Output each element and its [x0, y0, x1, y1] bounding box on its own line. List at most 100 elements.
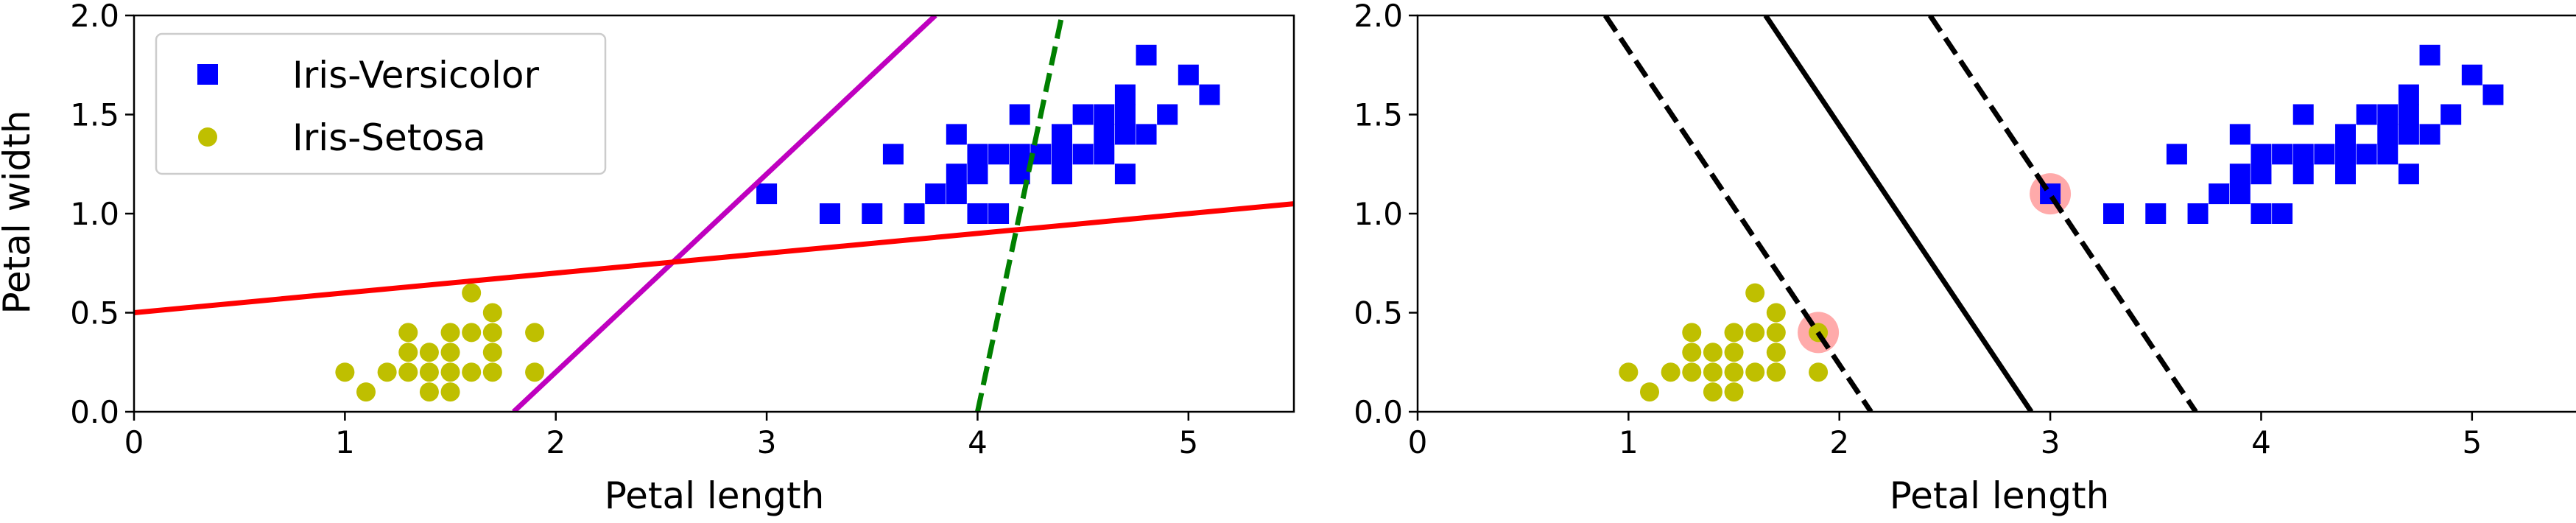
x-tick-label: 5	[2462, 424, 2482, 460]
versicolor-point	[2398, 84, 2419, 105]
versicolor-point	[1199, 84, 1220, 105]
versicolor-point	[946, 164, 967, 185]
legend-label: Iris-Setosa	[292, 116, 486, 159]
versicolor-point	[2398, 164, 2419, 185]
versicolor-point	[2419, 44, 2440, 66]
legend-label: Iris-Versicolor	[292, 54, 540, 96]
left-chart: Petal width Petal length 0 1 2 3 4 5 0.0 0.5 1.0…	[0, 0, 1295, 517]
setosa-point	[440, 323, 460, 343]
versicolor-point	[1009, 144, 1030, 165]
setosa-point	[1724, 362, 1744, 382]
x-tick-label: 1	[1619, 424, 1639, 460]
setosa-point	[335, 362, 355, 382]
legend-marker-versicolor	[197, 64, 218, 85]
versicolor-point	[2440, 104, 2462, 125]
versicolor-point	[1072, 144, 1094, 165]
versicolor-point	[2419, 124, 2440, 145]
setosa-point	[462, 362, 482, 382]
y-tick-label: 1.0	[1354, 196, 1403, 232]
versicolor-point	[1114, 84, 1136, 105]
versicolor-point	[904, 203, 925, 224]
versicolor-point	[2272, 203, 2293, 224]
legend-marker-setosa	[198, 127, 217, 147]
x-axis-label: Petal length	[605, 474, 825, 517]
versicolor-point	[2482, 84, 2504, 105]
versicolor-point	[2251, 203, 2272, 224]
versicolor-point	[2461, 64, 2482, 85]
setosa-point	[1724, 343, 1744, 362]
setosa-point	[1703, 343, 1722, 362]
setosa-point	[462, 283, 482, 303]
versicolor-point	[988, 144, 1010, 165]
y-tick-label: 0.0	[1354, 394, 1403, 430]
setosa-point	[1640, 382, 1659, 402]
versicolor-point	[2229, 183, 2251, 205]
versicolor-point	[1114, 124, 1136, 145]
boundary-line	[512, 15, 937, 412]
setosa-point	[482, 323, 502, 343]
setosa-point	[1661, 362, 1681, 382]
versicolor-point	[2166, 144, 2187, 165]
y-tick-label: 0.0	[70, 394, 119, 430]
versicolor-point	[1136, 44, 1157, 66]
right-chart: Petal length 0 1 2 3 4 5 0.0 0.5 1.0 1.5 2.0	[1354, 0, 2576, 517]
versicolor-point	[946, 124, 967, 145]
x-tick-label: 3	[757, 424, 777, 460]
versicolor-point	[882, 144, 904, 165]
versicolor-point	[2292, 144, 2314, 165]
versicolor-point	[2335, 164, 2356, 185]
x-tick-label: 2	[1829, 424, 1849, 460]
versicolor-point	[862, 203, 883, 224]
boundary-line	[1763, 15, 2034, 412]
versicolor-point	[1157, 104, 1178, 125]
versicolor-point	[1094, 104, 1115, 125]
x-tick-label: 3	[2041, 424, 2061, 460]
versicolor-point	[2292, 164, 2314, 185]
axes-frame	[1416, 14, 2576, 413]
setosa-point	[1809, 362, 1829, 382]
versicolor-point	[988, 203, 1010, 224]
versicolor-point	[1052, 164, 1072, 185]
x-tick-label: 4	[968, 424, 988, 460]
y-tick-label: 0.5	[1354, 295, 1403, 331]
setosa-point	[1619, 362, 1639, 382]
versicolor-point	[2292, 104, 2314, 125]
setosa-point	[1745, 362, 1765, 382]
setosa-point	[1766, 343, 1786, 362]
versicolor-point	[946, 183, 967, 205]
versicolor-point	[2251, 144, 2272, 165]
x-tick-label: 4	[2251, 424, 2271, 460]
versicolor-point	[2356, 104, 2377, 125]
versicolor-point	[2103, 203, 2124, 224]
versicolor-point	[1114, 104, 1136, 125]
y-tick-label: 2.0	[1354, 0, 1403, 34]
versicolor-point	[1052, 124, 1072, 145]
versicolor-point	[967, 203, 988, 224]
y-tick-label: 1.0	[70, 196, 119, 232]
y-tick-label: 1.5	[1354, 97, 1403, 133]
x-tick-label: 0	[1408, 424, 1428, 460]
plot-area	[1602, 15, 2504, 412]
y-axis-label: Petal width	[0, 110, 38, 315]
setosa-point	[525, 323, 545, 343]
setosa-point	[419, 362, 439, 382]
versicolor-point	[925, 183, 946, 205]
dashed-boundary-line	[1602, 15, 1873, 412]
setosa-point	[1703, 382, 1722, 402]
legend-box	[155, 32, 607, 175]
setosa-point	[398, 323, 418, 343]
setosa-point	[1682, 343, 1702, 362]
versicolor-point	[820, 203, 840, 224]
setosa-point	[356, 382, 376, 402]
versicolor-point	[2356, 144, 2377, 165]
versicolor-point	[2251, 164, 2272, 185]
setosa-point	[1745, 283, 1765, 303]
versicolor-point	[967, 144, 988, 165]
versicolor-point	[1052, 144, 1072, 165]
setosa-point	[419, 382, 439, 402]
versicolor-point	[2229, 124, 2251, 145]
versicolor-point	[1009, 104, 1030, 125]
y-tick-label: 2.0	[70, 0, 119, 34]
versicolor-point	[967, 164, 988, 185]
